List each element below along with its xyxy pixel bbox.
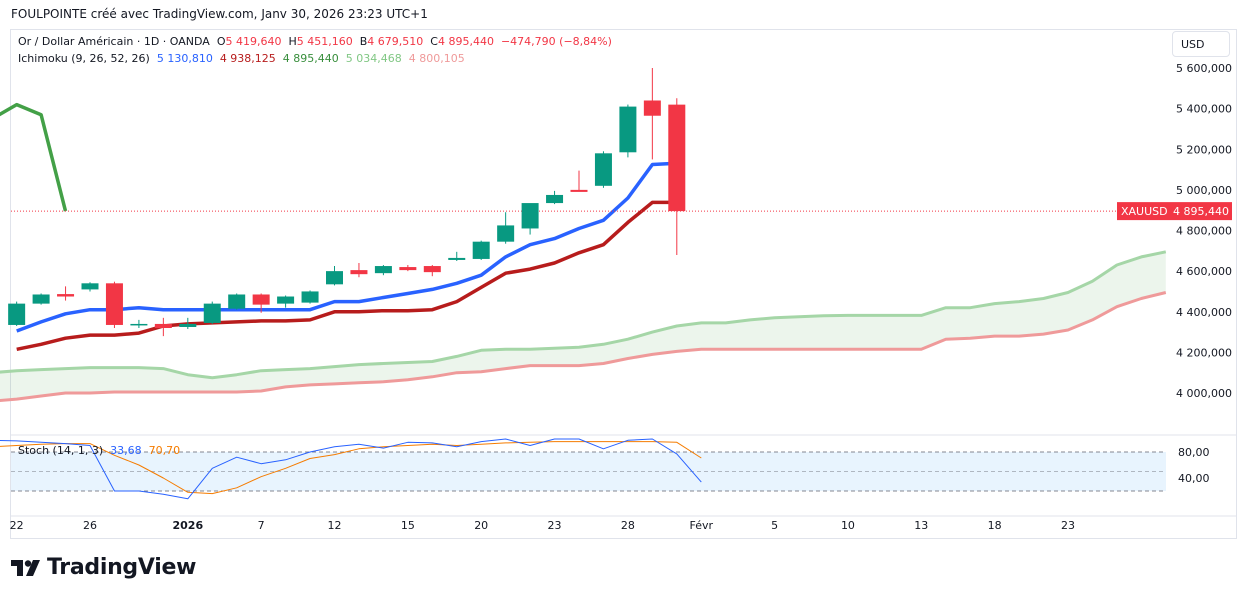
kijun-line: [16, 200, 677, 352]
candle-body: [374, 266, 392, 274]
candle-body: [301, 291, 319, 303]
price-tick-label: 4 600,000: [1176, 265, 1232, 278]
candle-body: [448, 257, 466, 260]
time-tick-label: 22: [10, 519, 24, 532]
chart-header-title: FOULPOINTE créé avec TradingView.com, Ja…: [11, 7, 428, 21]
candle-body: [252, 294, 270, 305]
time-tick-label: 2026: [172, 519, 203, 532]
candle-body: [277, 296, 295, 304]
ohlc-legend: Or / Dollar Américain · 1D · OANDA O5 41…: [18, 35, 612, 48]
tenkan-value: 5 130,810: [156, 52, 213, 65]
candle-body: [546, 194, 564, 204]
time-tick-label: 15: [401, 519, 415, 532]
price-tag-symbol-bg: [1117, 202, 1169, 221]
stoch-d-value: 70,70: [148, 444, 181, 457]
open-value: 5 419,640: [225, 35, 282, 48]
stoch-k-line: [0, 438, 702, 500]
span-a-line: [0, 250, 1167, 380]
time-tick-label: 20: [474, 519, 488, 532]
symbol-label: Or / Dollar Américain · 1D · OANDA: [18, 35, 210, 48]
ichimoku-label: Ichimoku (9, 26, 52, 26): [18, 52, 150, 65]
ichimoku-cloud: [0, 251, 1166, 401]
time-tick-label: 13: [914, 519, 928, 532]
price-tick-label: 5 400,000: [1176, 103, 1232, 116]
axes: 4 000,000 4 200,000 4 400,000 4 600,000 4 80…: [10, 62, 1232, 532]
time-tick-label: 23: [1061, 519, 1075, 532]
time-tick-label: 10: [841, 519, 855, 532]
price-tick-label: 5 600,000: [1176, 62, 1232, 75]
candle-body: [668, 104, 686, 212]
tenkan-line: [16, 161, 677, 333]
candle-body: [203, 303, 221, 323]
span-a-value: 5 034,468: [345, 52, 402, 65]
stochastic-pane: 80,00 40,00: [0, 438, 1210, 500]
candle-body: [228, 294, 246, 309]
stoch-k-value: 33,68: [110, 444, 142, 457]
low-value: 4 679,510: [367, 35, 424, 48]
price-tick-label: 5 200,000: [1176, 143, 1232, 156]
candle-body: [570, 189, 588, 192]
price-tag-value-bg: [1169, 202, 1232, 221]
candle-body: [594, 153, 612, 186]
candle-body: [399, 267, 417, 271]
candle-body: [154, 323, 172, 328]
chart-frame: [10, 29, 1237, 539]
time-tick-label: Févr: [689, 519, 713, 532]
candle-body: [105, 283, 123, 325]
time-tick-label: 12: [328, 519, 342, 532]
time-tick-label: 23: [548, 519, 562, 532]
candle-body: [521, 203, 539, 229]
candle-body: [179, 323, 197, 327]
tradingview-logo-icon: [11, 559, 40, 576]
price-tick-label: 4 400,000: [1176, 306, 1232, 319]
span-b-line: [0, 291, 1167, 402]
indicator-lines: [0, 102, 1167, 402]
candles: [8, 68, 686, 337]
kijun-value: 4 938,125: [219, 52, 276, 65]
change-value: −474,790 (−8,84%): [500, 35, 612, 48]
candle-body: [57, 294, 75, 297]
tradingview-logo: TradingView: [11, 555, 196, 580]
span-b-value: 4 800,105: [408, 52, 465, 65]
price-tick-label: 4 200,000: [1176, 346, 1232, 359]
time-tick-label: 7: [258, 519, 265, 532]
candle-body: [350, 270, 368, 275]
stoch-label: Stoch (14, 1, 3): [18, 444, 104, 457]
grid-layer: [11, 434, 1236, 517]
candle-body: [81, 283, 99, 290]
candle-body: [8, 303, 26, 325]
stoch-tick-label: 80,00: [1178, 446, 1210, 459]
time-tick-label: 26: [83, 519, 97, 532]
price-tag-symbol: XAUUSD: [1121, 205, 1168, 218]
price-tick-label: 4 800,000: [1176, 225, 1232, 238]
time-tick-label: 28: [621, 519, 635, 532]
candle-body: [326, 271, 343, 285]
price-tag-value: 4 895,440: [1173, 205, 1229, 218]
brand-name: TradingView: [47, 555, 197, 580]
time-tick-label: 18: [988, 519, 1002, 532]
candle-body: [130, 323, 148, 326]
price-tick-label: 5 000,000: [1176, 184, 1232, 197]
candle-body: [423, 266, 441, 273]
candle-body: [643, 100, 661, 116]
chikou-line: [0, 102, 68, 212]
stoch-tick-label: 40,00: [1178, 472, 1210, 485]
candle-body: [472, 241, 490, 259]
chikou-value: 4 895,440: [282, 52, 339, 65]
candle-body: [497, 225, 515, 242]
price-tick-label: 4 000,000: [1176, 387, 1232, 400]
close-value: 4 895,440: [437, 35, 494, 48]
ichimoku-legend[interactable]: Ichimoku (9, 26, 52, 26) 5 130,810 4 938…: [18, 52, 465, 65]
time-tick-label: 5: [771, 519, 778, 532]
stoch-legend[interactable]: Stoch (14, 1, 3) 33,68 70,70: [18, 444, 180, 457]
currency-button[interactable]: USD: [1172, 31, 1230, 57]
candle-body: [32, 294, 50, 304]
candle-body: [619, 106, 637, 153]
stoch-d-line: [0, 441, 702, 495]
high-value: 5 451,160: [296, 35, 353, 48]
cloud-fill: [0, 251, 1166, 401]
